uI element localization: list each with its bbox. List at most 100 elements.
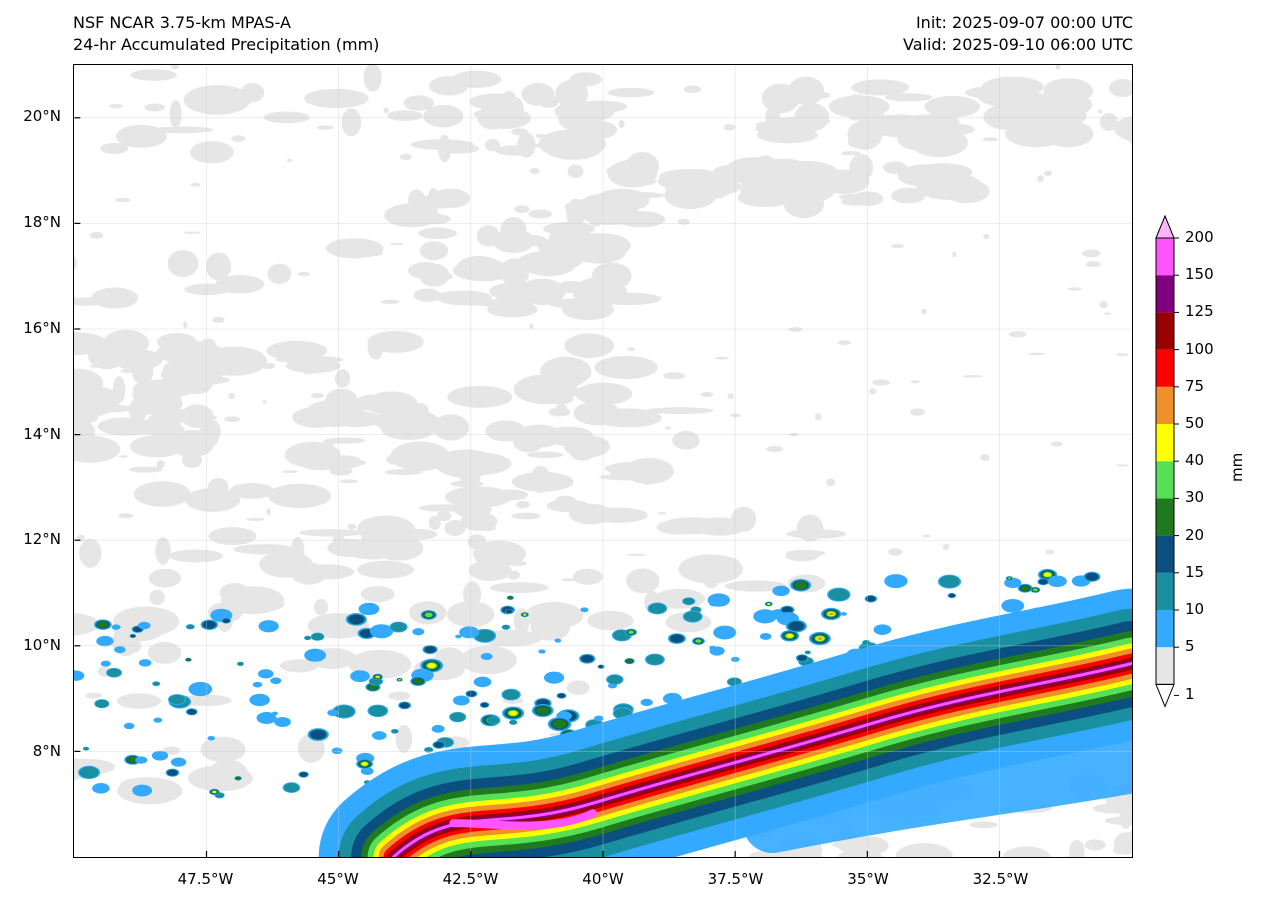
- cloud-cell: [969, 821, 998, 829]
- cloud-cell: [1081, 249, 1101, 258]
- cloud-cell: [58, 387, 120, 417]
- cloud-cell: [594, 355, 658, 380]
- cloud-cell: [89, 364, 102, 368]
- cloud-cell: [389, 242, 404, 246]
- cell-level-1: [153, 717, 163, 723]
- cloud-cell: [357, 560, 414, 579]
- cell-level-2: [487, 716, 500, 724]
- cloud-cell: [168, 549, 224, 563]
- cloud-cell: [421, 193, 460, 209]
- cloud-cell: [381, 417, 436, 441]
- cell-level-1: [431, 724, 445, 733]
- cloud-cell: [386, 453, 408, 466]
- cloud-cell: [115, 197, 131, 203]
- cloud-cell: [399, 153, 412, 161]
- cloud-cell: [208, 527, 257, 546]
- cloud-cell: [555, 80, 589, 108]
- cloud-cell: [246, 517, 265, 521]
- lon-tick-label: 45°W: [317, 870, 359, 888]
- cloud-cell: [587, 610, 634, 631]
- cloud-cell: [731, 506, 757, 532]
- cloud-cell: [557, 280, 587, 294]
- cloud-cell: [183, 231, 201, 235]
- cloud-cell: [1099, 301, 1108, 309]
- cloud-cell: [313, 598, 329, 616]
- cloud-cell: [643, 481, 654, 485]
- colorbar-label: 50: [1185, 414, 1205, 432]
- cell-level-6: [509, 710, 517, 716]
- cloud-cell: [646, 464, 653, 468]
- cell-level-1: [207, 735, 216, 741]
- cloud-cell: [967, 189, 986, 193]
- cloud-cell: [980, 454, 990, 461]
- cloud-cell: [388, 691, 411, 701]
- cloud-cell: [1028, 352, 1046, 356]
- cloud-cell: [857, 90, 863, 95]
- light-precip-areas: [0, 63, 1233, 879]
- cloud-cell: [468, 560, 512, 581]
- cloud-cell: [447, 385, 513, 408]
- cell-level-1: [455, 634, 462, 639]
- cloud-cell: [88, 441, 109, 445]
- cloud-cell: [367, 331, 424, 353]
- cloud-cell: [814, 413, 822, 421]
- cell-level-4: [368, 684, 378, 690]
- cloud-cell: [266, 508, 271, 516]
- cloud-cell: [167, 249, 199, 278]
- cell-level-1: [360, 767, 374, 775]
- cloud-cell: [1055, 64, 1061, 70]
- cloud-cell: [365, 391, 418, 416]
- cell-level-1: [138, 621, 151, 630]
- cell-level-4: [186, 658, 191, 661]
- cell-level-1: [1047, 575, 1067, 587]
- cloud-cell: [491, 489, 529, 501]
- cloud-cell: [363, 63, 382, 92]
- cloud-cell: [412, 403, 429, 418]
- cloud-cell: [577, 225, 593, 229]
- lon-tick-label: 47.5°W: [177, 870, 234, 888]
- cell-level-4: [626, 659, 633, 663]
- cell-level-1: [256, 712, 277, 724]
- cell-level-1: [452, 695, 470, 706]
- cloud-cell: [432, 414, 470, 441]
- cloud-cell: [183, 84, 251, 115]
- cloud-cell: [149, 589, 165, 606]
- cloud-cell: [726, 157, 784, 179]
- cell-level-1: [111, 624, 121, 630]
- cloud-cell: [1084, 839, 1106, 851]
- cell-level-1: [92, 783, 110, 794]
- cell-level-3: [187, 709, 197, 715]
- cloud-cell: [962, 375, 983, 378]
- cell-level-4: [97, 621, 109, 628]
- cell-level-1: [188, 681, 213, 697]
- cloud-cell: [891, 243, 904, 249]
- rain-band: [318, 588, 1207, 904]
- cell-level-1: [135, 756, 148, 764]
- cloud-cell: [297, 271, 310, 277]
- cloud-cell: [184, 283, 230, 296]
- cloud-cell: [387, 110, 423, 121]
- cloud-cell: [594, 188, 650, 212]
- cell-level-2: [83, 747, 89, 751]
- cell-level-6: [212, 790, 217, 794]
- cloud-cell: [429, 76, 469, 96]
- lat-tick-label: 8°N: [32, 742, 61, 761]
- cell-level-7: [817, 637, 823, 640]
- cloud-cell: [332, 411, 383, 428]
- lon-tick-label: 32.5°W: [972, 870, 1029, 888]
- cloud-cell: [341, 108, 362, 137]
- cloud-cell: [788, 327, 803, 332]
- lat-tick-label: 16°N: [23, 318, 61, 337]
- cloud-cell: [1037, 175, 1044, 183]
- cloud-cell: [108, 103, 124, 109]
- cell-level-1: [580, 607, 589, 613]
- cloud-cell: [364, 248, 384, 257]
- colorbar-segment: [1156, 610, 1174, 648]
- cloud-cell: [891, 187, 926, 204]
- cloud-cell: [436, 510, 452, 522]
- cloud-cell: [737, 188, 793, 208]
- cell-level-2: [646, 654, 664, 665]
- cloud-cell: [156, 460, 165, 469]
- cloud-cell: [528, 209, 553, 219]
- colorbar-label: 10: [1185, 600, 1205, 618]
